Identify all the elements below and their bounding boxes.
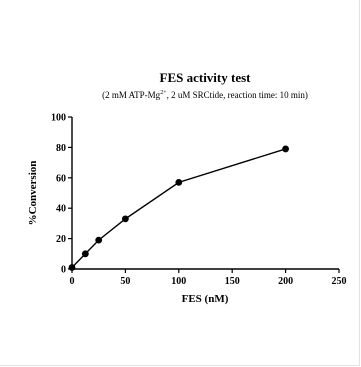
subtitle-prefix: (2 mM ATP-Mg (102, 90, 161, 100)
x-axis-label: FES (nM) (182, 293, 229, 305)
data-point (95, 236, 103, 244)
subtitle-superscript: 2+ (160, 90, 167, 96)
y-tick-label: 20 (56, 234, 66, 245)
data-series (68, 145, 289, 271)
x-tick-label: 0 (70, 276, 75, 287)
data-point (175, 178, 183, 186)
chart-subtitle: (2 mM ATP-Mg2+, 2 uM SRCtide, reaction t… (102, 90, 308, 100)
y-axis-label: %Conversion (27, 161, 39, 226)
x-tick-label: 50 (120, 276, 130, 287)
y-tick-label: 0 (61, 265, 66, 276)
axes (71, 117, 339, 270)
y-tick-label: 60 (56, 173, 66, 184)
data-point (122, 215, 129, 223)
y-tick-label: 100 (51, 113, 66, 124)
x-tick-label: 200 (278, 276, 293, 287)
data-point (282, 145, 289, 153)
chart-title: FES activity test (160, 70, 252, 85)
y-tick-label: 40 (56, 204, 66, 215)
series-line (71, 148, 286, 268)
subtitle-suffix: , 2 uM SRCtide, reaction time: 10 min) (167, 90, 308, 100)
data-point (81, 250, 89, 258)
ticks: 0 20 40 60 80 100 0 50 100 150 200 250 (51, 113, 347, 288)
x-tick-label: 250 (332, 276, 347, 287)
data-point (68, 264, 76, 271)
x-tick-label: 100 (171, 276, 186, 287)
y-tick-label: 80 (56, 143, 66, 154)
x-tick-label: 150 (225, 276, 240, 287)
